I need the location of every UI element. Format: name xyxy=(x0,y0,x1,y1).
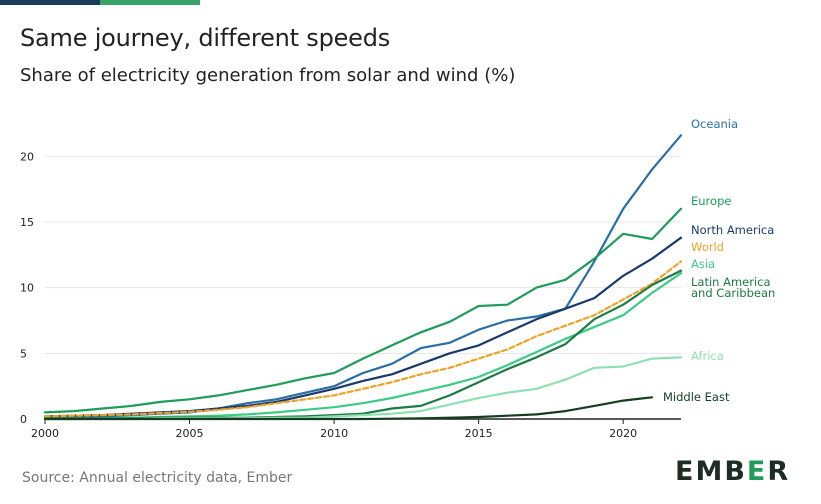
axes: 0 5 10 15 20 2000 2005 2010 2015 2020 xyxy=(20,150,681,440)
end-label-europe: Europe xyxy=(691,194,731,208)
chart-title: Same journey, different speeds xyxy=(20,24,391,52)
end-label-and-caribbean: and Caribbean xyxy=(691,286,775,300)
end-label-north-america: North America xyxy=(691,223,774,237)
source-note: Source: Annual electricity data, Ember xyxy=(22,470,293,486)
series-line-europe xyxy=(43,207,683,414)
y-tick-label: 5 xyxy=(20,347,27,360)
y-tick-label: 10 xyxy=(20,282,34,295)
x-tick-label: 2015 xyxy=(465,427,493,440)
x-tick-label: 2010 xyxy=(320,427,348,440)
y-tick-label: 0 xyxy=(20,413,27,426)
x-tick-label: 2020 xyxy=(609,427,637,440)
end-label-asia: Asia xyxy=(691,257,715,271)
end-label-world: World xyxy=(691,240,724,254)
y-tick-label: 15 xyxy=(20,216,34,229)
header-accent-bar-green xyxy=(100,0,200,5)
x-tick-label: 2000 xyxy=(31,427,59,440)
grid-lines xyxy=(45,155,681,354)
series-line-oceania xyxy=(43,134,683,419)
header-accent-bar xyxy=(0,0,200,5)
end-label-latin-america: Latin America xyxy=(691,275,771,289)
header-accent-bar-dark xyxy=(0,0,100,5)
series-line-asia xyxy=(43,272,683,421)
series-line-latin-america-and-caribbean xyxy=(43,269,683,420)
ember-logo: EMBER xyxy=(675,456,791,487)
x-tick-label: 2005 xyxy=(176,427,204,440)
y-tick-label: 20 xyxy=(20,150,34,163)
series-line-middle-east xyxy=(43,396,654,421)
end-label-africa: Africa xyxy=(691,349,724,363)
series-line-world xyxy=(43,260,683,418)
series-lines xyxy=(43,134,683,421)
end-label-middle-east: Middle East xyxy=(663,390,730,404)
chart-subtitle: Share of electricity generation from sol… xyxy=(20,65,516,86)
end-label-oceania: Oceania xyxy=(691,117,738,131)
series-end-labels: Oceania Europe North America World Asia Latin… xyxy=(663,117,775,404)
